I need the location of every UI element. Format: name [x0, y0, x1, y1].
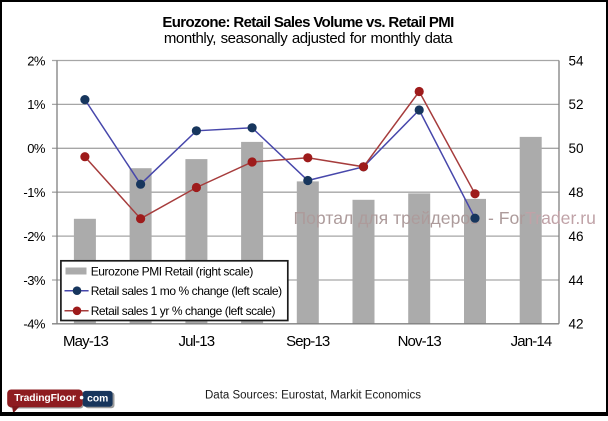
- svg-text:46: 46: [569, 229, 584, 244]
- svg-text:-4%: -4%: [23, 317, 46, 332]
- svg-text:-2%: -2%: [23, 229, 46, 244]
- svg-text:-1%: -1%: [23, 185, 46, 200]
- svg-text:Jul-13: Jul-13: [179, 333, 215, 350]
- svg-text:Data Sources: Eurostat, Markit: Data Sources: Eurostat, Markit Economics: [205, 390, 421, 402]
- svg-text:48: 48: [569, 185, 584, 200]
- svg-text:Retail sales 1 yr % change (le: Retail sales 1 yr % change (left scale): [91, 304, 276, 318]
- svg-text:-3%: -3%: [23, 273, 46, 288]
- svg-text:0%: 0%: [27, 141, 46, 156]
- svg-text:TradingFloor: TradingFloor: [14, 393, 76, 404]
- svg-text:1%: 1%: [27, 97, 46, 112]
- svg-text:Eurozone: Retail Sales Volume: Eurozone: Retail Sales Volume vs. Retail…: [162, 14, 454, 31]
- svg-text:Sep-13: Sep-13: [286, 333, 330, 350]
- svg-text:54: 54: [569, 53, 585, 68]
- svg-text:Портал для трейдеров- ForTrade: Портал для трейдеров - ForTrader.ru: [294, 208, 596, 228]
- svg-text:Nov-13: Nov-13: [398, 333, 442, 350]
- svg-text:52: 52: [569, 97, 584, 112]
- svg-text:com: com: [87, 394, 108, 405]
- svg-text:2%: 2%: [27, 53, 46, 68]
- svg-text:Eurozone PMI Retail (right sca: Eurozone PMI Retail (right scale): [91, 264, 254, 278]
- svg-text:Jan-14: Jan-14: [511, 333, 552, 350]
- svg-text:May-13: May-13: [63, 333, 108, 350]
- svg-text:50: 50: [569, 141, 584, 156]
- svg-text:monthly, seasonally adjusted f: monthly, seasonally adjusted for monthly…: [164, 30, 453, 47]
- svg-text:Retail sales 1 mo % change (le: Retail sales 1 mo % change (left scale): [91, 284, 282, 298]
- svg-text:42: 42: [569, 317, 584, 332]
- svg-text:44: 44: [569, 273, 585, 288]
